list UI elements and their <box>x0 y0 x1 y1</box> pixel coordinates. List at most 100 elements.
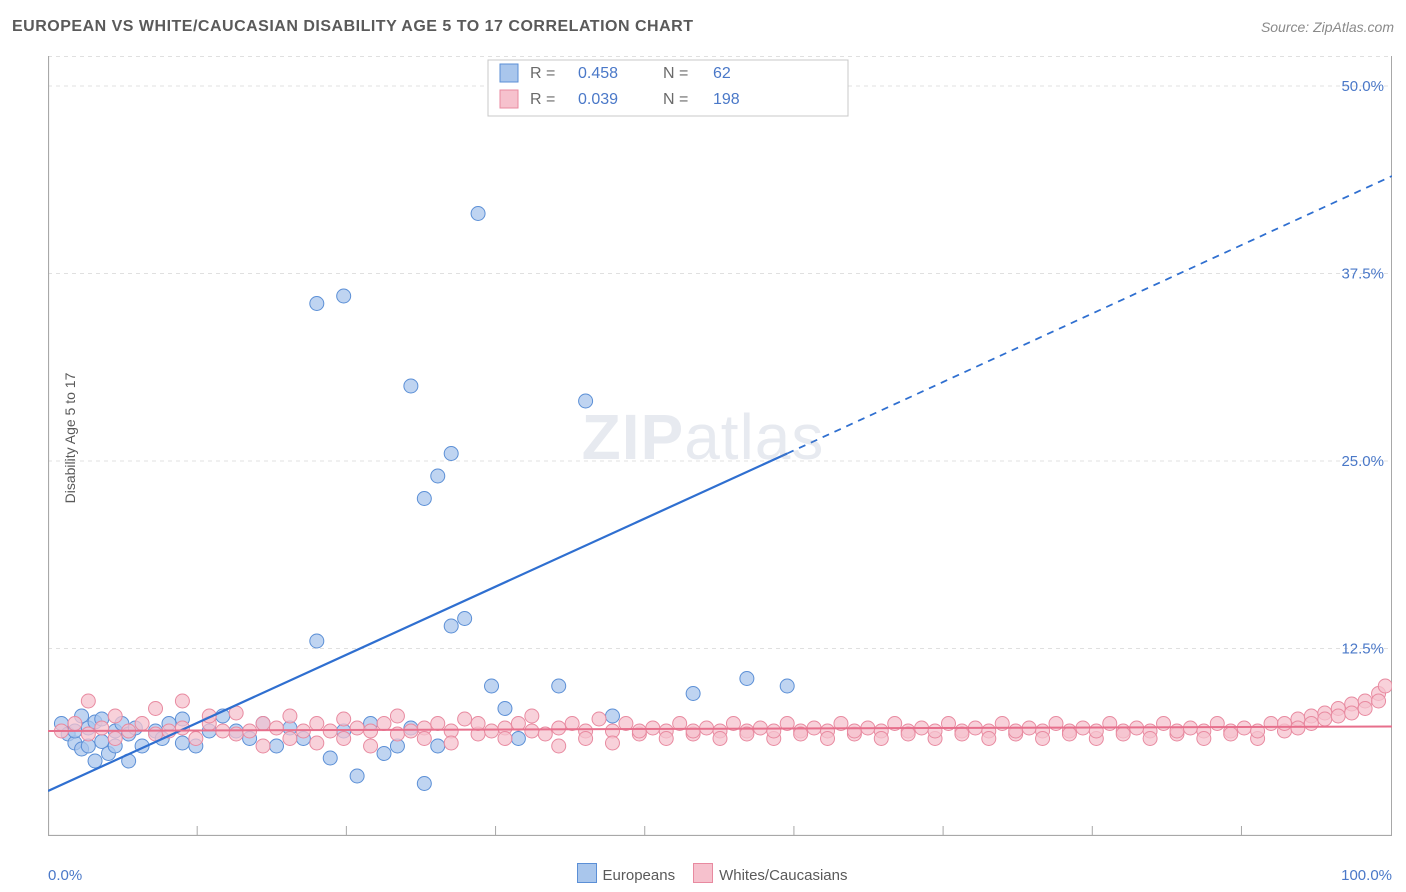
data-point <box>485 724 499 738</box>
data-point <box>431 717 445 731</box>
data-point <box>874 732 888 746</box>
data-point <box>1264 717 1278 731</box>
data-point <box>417 777 431 791</box>
data-point <box>149 702 163 716</box>
data-point <box>283 709 297 723</box>
data-point <box>189 732 203 746</box>
data-point <box>364 739 378 753</box>
title-bar: EUROPEAN VS WHITE/CAUCASIAN DISABILITY A… <box>12 18 1394 36</box>
data-point <box>1170 724 1184 738</box>
data-point <box>713 732 727 746</box>
bottom-legend: EuropeansWhites/Caucasians <box>0 863 1406 884</box>
data-point <box>511 717 525 731</box>
data-point <box>175 694 189 708</box>
data-point <box>108 709 122 723</box>
data-point <box>269 721 283 735</box>
data-point <box>337 289 351 303</box>
data-point <box>1062 727 1076 741</box>
data-point <box>511 732 525 746</box>
data-point <box>377 747 391 761</box>
data-point <box>404 724 418 738</box>
legend-swatch <box>693 863 713 883</box>
data-point <box>431 739 445 753</box>
data-point <box>1036 732 1050 746</box>
data-point <box>337 732 351 746</box>
data-point <box>1210 717 1224 731</box>
data-point <box>525 724 539 738</box>
data-point <box>1116 727 1130 741</box>
data-point <box>552 739 566 753</box>
data-point <box>1318 712 1332 726</box>
data-point <box>525 709 539 723</box>
data-point <box>1089 724 1103 738</box>
data-point <box>1009 724 1023 738</box>
data-point <box>81 727 95 741</box>
scatter-chart: 12.5%25.0%37.5%50.0%R =0.458N =62R =0.03… <box>48 56 1392 836</box>
data-point <box>404 379 418 393</box>
stats-box: R =0.458N =62R =0.039N =198 <box>488 60 848 116</box>
data-point <box>444 619 458 633</box>
data-point <box>1378 679 1392 693</box>
legend-swatch <box>577 863 597 883</box>
data-point <box>579 394 593 408</box>
stats-text: 198 <box>713 91 740 108</box>
data-point <box>1291 721 1305 735</box>
data-point <box>1331 709 1345 723</box>
data-point <box>310 634 324 648</box>
y-tick-label: 25.0% <box>1341 453 1384 470</box>
data-point <box>95 721 109 735</box>
data-point <box>592 712 606 726</box>
data-point <box>431 469 445 483</box>
trend-line-extrapolated <box>787 176 1392 454</box>
x-axis-max-label: 100.0% <box>1341 867 1392 884</box>
data-point <box>310 297 324 311</box>
data-point <box>485 679 499 693</box>
data-point <box>1372 694 1386 708</box>
data-point <box>377 717 391 731</box>
legend-label: Europeans <box>603 867 676 884</box>
data-point <box>256 717 270 731</box>
data-point <box>350 769 364 783</box>
data-point <box>1157 717 1171 731</box>
data-point <box>579 732 593 746</box>
data-point <box>982 732 996 746</box>
stats-text: N = <box>663 65 688 82</box>
data-point <box>269 739 283 753</box>
data-point <box>498 702 512 716</box>
source-attribution: Source: ZipAtlas.com <box>1261 19 1394 35</box>
data-point <box>471 207 485 221</box>
data-point <box>552 679 566 693</box>
data-point <box>68 717 82 731</box>
stats-text: R = <box>530 91 555 108</box>
series-Europeans <box>54 207 794 791</box>
data-point <box>417 492 431 506</box>
data-point <box>81 694 95 708</box>
legend-swatch <box>500 64 518 82</box>
data-point <box>256 739 270 753</box>
data-point <box>310 717 324 731</box>
data-point <box>605 736 619 750</box>
data-point <box>552 721 566 735</box>
data-point <box>767 724 781 738</box>
data-point <box>229 727 243 741</box>
data-point <box>175 736 189 750</box>
data-point <box>686 687 700 701</box>
data-point <box>364 724 378 738</box>
data-point <box>108 732 122 746</box>
y-tick-label: 50.0% <box>1341 78 1384 95</box>
data-point <box>498 732 512 746</box>
chart-title: EUROPEAN VS WHITE/CAUCASIAN DISABILITY A… <box>12 18 693 36</box>
data-point <box>444 447 458 461</box>
data-point <box>605 709 619 723</box>
data-point <box>283 732 297 746</box>
data-point <box>780 679 794 693</box>
data-point <box>1143 732 1157 746</box>
y-tick-label: 12.5% <box>1341 641 1384 658</box>
data-point <box>350 721 364 735</box>
data-point <box>632 724 646 738</box>
data-point <box>458 712 472 726</box>
y-tick-label: 37.5% <box>1341 266 1384 283</box>
stats-text: 62 <box>713 65 731 82</box>
data-point <box>337 712 351 726</box>
data-point <box>955 727 969 741</box>
